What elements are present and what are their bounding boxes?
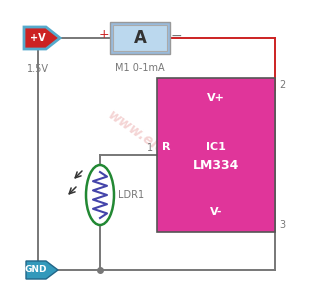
Text: 1.5V: 1.5V <box>27 64 49 74</box>
Text: A: A <box>133 29 146 47</box>
Bar <box>110 22 170 54</box>
Text: R: R <box>162 142 171 152</box>
Text: +: + <box>99 28 109 40</box>
Text: +V: +V <box>30 33 46 43</box>
Text: www.eleccircuit.com: www.eleccircuit.com <box>105 108 245 212</box>
Text: LDR1: LDR1 <box>118 190 144 200</box>
Text: −: − <box>170 29 182 43</box>
Bar <box>157 78 275 232</box>
Ellipse shape <box>86 165 114 225</box>
Text: 1: 1 <box>147 143 153 153</box>
Text: M1 0-1mA: M1 0-1mA <box>115 63 165 73</box>
Text: V-: V- <box>210 207 222 217</box>
Text: LM334: LM334 <box>193 159 239 171</box>
Text: GND: GND <box>25 266 47 274</box>
Polygon shape <box>26 261 58 279</box>
Bar <box>113 25 167 51</box>
Text: 2: 2 <box>279 80 285 90</box>
Polygon shape <box>24 27 60 49</box>
Text: V+: V+ <box>207 93 225 103</box>
Text: 3: 3 <box>279 220 285 230</box>
Text: IC1: IC1 <box>206 142 226 152</box>
